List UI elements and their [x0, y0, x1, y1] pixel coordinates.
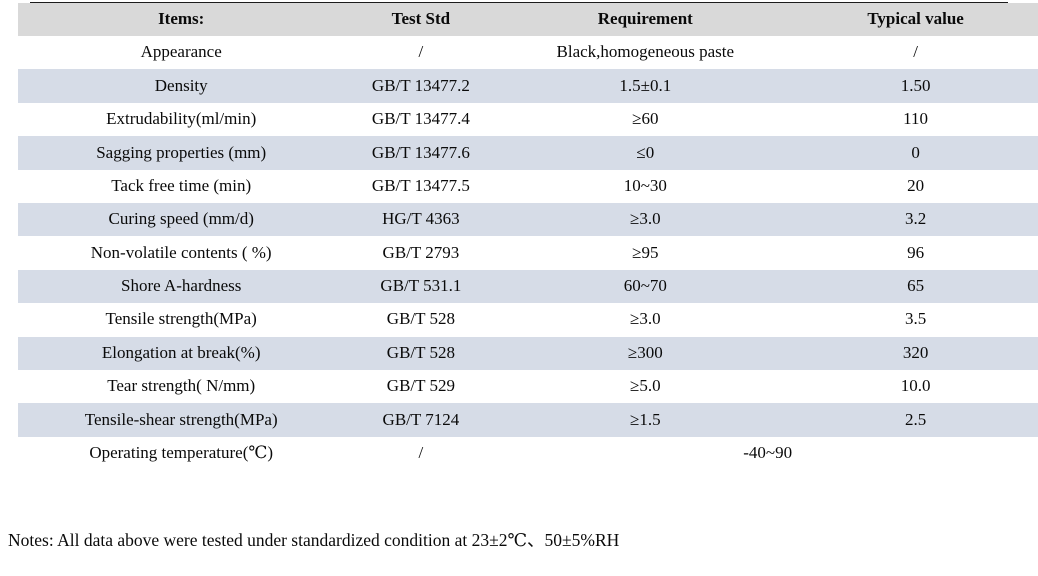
- cell-item: Curing speed (mm/d): [108, 209, 254, 229]
- cell-test-std: GB/T 528: [386, 309, 455, 329]
- table-row: Non-volatile contents ( %) GB/T 2793 ≥95 96: [18, 236, 1038, 270]
- cell-test-std: /: [418, 42, 424, 62]
- cell-requirement: 60~70: [623, 276, 667, 296]
- header-requirement: Requirement: [597, 9, 693, 29]
- header-test-std: Test Std: [391, 9, 451, 29]
- cell-item: Appearance: [140, 42, 222, 62]
- cell-item: Density: [154, 75, 208, 95]
- header-items: Items:: [158, 9, 205, 29]
- table-row: Shore A-hardness GB/T 531.1 60~70 65: [18, 269, 1038, 304]
- cell-item: Operating temperature(℃): [89, 443, 274, 463]
- cell-item: Tear strength( N/mm): [107, 376, 256, 396]
- cell-item: Sagging properties (mm): [96, 142, 267, 162]
- cell-item: Non-volatile contents ( %): [90, 242, 272, 262]
- cell-typical-value: /: [913, 42, 918, 62]
- cell-test-std: GB/T 528: [386, 342, 455, 362]
- table-row: Tensile strength(MPa) GB/T 528 ≥3.0 3.5: [18, 303, 1038, 337]
- cell-typical-value: 320: [902, 342, 929, 362]
- table-row: Elongation at break(%) GB/T 528 ≥300 320: [18, 336, 1038, 370]
- cell-requirement: ≥5.0: [629, 376, 661, 396]
- cell-typical-value: 1.50: [900, 75, 931, 95]
- cell-item: Elongation at break(%): [101, 342, 261, 362]
- cell-item: Extrudability(ml/min): [106, 109, 257, 129]
- cell-test-std: GB/T 529: [386, 376, 455, 396]
- cell-typical-value: 96: [907, 242, 925, 262]
- cell-test-std: GB/T 13477.4: [371, 109, 470, 129]
- cell-requirement: ≥95: [632, 242, 659, 262]
- cell-requirement: ≥3.0: [629, 309, 661, 329]
- cell-item: Tack free time (min): [111, 175, 252, 195]
- cell-typical-value: 65: [907, 276, 925, 296]
- cell-requirement: ≥3.0: [629, 209, 661, 229]
- cell-test-std: GB/T 7124: [382, 409, 460, 429]
- cell-test-std: GB/T 2793: [382, 242, 460, 262]
- cell-item: Tensile-shear strength(MPa): [84, 409, 278, 429]
- table-row: Curing speed (mm/d) HG/T 4363 ≥3.0 3.2: [18, 202, 1038, 237]
- cell-item: Shore A-hardness: [120, 276, 242, 296]
- cell-test-std: GB/T 13477.5: [371, 175, 470, 195]
- cell-typical-value: 110: [903, 109, 929, 129]
- cell-typical-value: 10.0: [900, 376, 931, 396]
- cell-typical-value: 3.2: [904, 209, 927, 229]
- cell-requirement: ≥1.5: [629, 409, 661, 429]
- header-typical-value: Typical value: [867, 9, 964, 29]
- table-row: Tear strength( N/mm) GB/T 529 ≥5.0 10.0: [18, 369, 1038, 404]
- table-row: Extrudability(ml/min) GB/T 13477.4 ≥60 110: [18, 102, 1038, 137]
- cell-item: Tensile strength(MPa): [105, 309, 257, 329]
- notes-text: Notes: All data above were tested under …: [8, 530, 620, 550]
- cell-typical-value: 3.5: [904, 309, 927, 329]
- cell-requirement: 10~30: [623, 175, 667, 195]
- table-row: Operating temperature(℃) / -40~90: [18, 436, 1038, 471]
- table-header-row: Items: Test Std Requirement Typical valu…: [18, 3, 1038, 36]
- cell-requirement: -40~90: [743, 443, 793, 463]
- cell-test-std: GB/T 531.1: [380, 276, 462, 296]
- table-row: Tensile-shear strength(MPa) GB/T 7124 ≥1.5…: [18, 403, 1038, 437]
- cell-requirement: ≥300: [627, 342, 663, 362]
- table-row: Density GB/T 13477.2 1.5±0.1 1.50: [18, 69, 1038, 103]
- table-row: Sagging properties (mm) GB/T 13477.6 ≤0 0: [18, 136, 1038, 170]
- cell-typical-value: 20: [907, 175, 925, 195]
- cell-requirement: Black,homogeneous paste: [556, 42, 735, 62]
- cell-requirement: 1.5±0.1: [619, 75, 672, 95]
- cell-typical-value: 2.5: [904, 409, 927, 429]
- cell-test-std: GB/T 13477.2: [371, 75, 470, 95]
- cell-requirement: ≤0: [636, 142, 655, 162]
- cell-test-std: HG/T 4363: [382, 209, 460, 229]
- cell-test-std: /: [418, 443, 424, 463]
- cell-typical-value: 0: [911, 142, 920, 162]
- table-row: Tack free time (min) GB/T 13477.5 10~30 20: [18, 169, 1038, 203]
- cell-requirement: ≥60: [632, 109, 659, 129]
- spec-table: Items: Test Std Requirement Typical valu…: [18, 3, 1038, 471]
- cell-test-std: GB/T 13477.6: [371, 142, 470, 162]
- table-row: Appearance / Black,homogeneous paste /: [18, 36, 1038, 70]
- table-body: Appearance / Black,homogeneous paste / Densi…: [18, 36, 1038, 471]
